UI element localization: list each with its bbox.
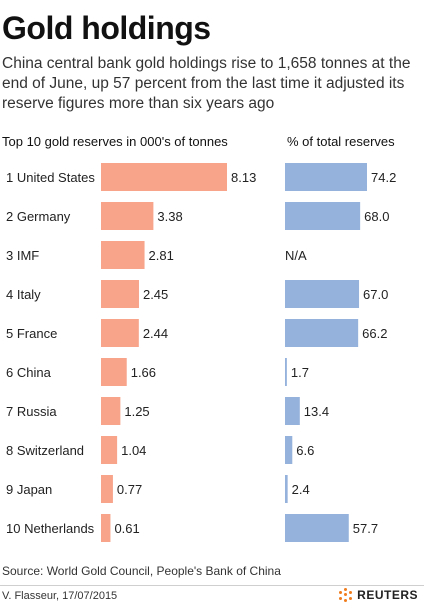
tonnes-bar [101,436,118,464]
tonnes-bar [101,241,145,269]
chart-subtitle: China central bank gold holdings rise to… [2,55,411,112]
category-label: 9 Japan [6,482,52,497]
percent-bar [285,280,360,308]
tonnes-value-label: 8.13 [231,170,256,185]
category-label: 2 Germany [6,209,71,224]
percent-bar [285,436,293,464]
tonnes-bar [101,319,139,347]
category-label: 3 IMF [6,248,39,263]
reuters-dots-icon [339,588,353,602]
percent-bar [285,163,367,191]
tonnes-value-label: 0.61 [114,521,139,536]
tonnes-bar [101,397,121,425]
percent-value-label: 13.4 [304,404,329,419]
percent-value-label: 6.6 [296,443,314,458]
percent-value-label: 66.2 [362,326,387,341]
category-label: 1 United States [6,170,95,185]
percent-column-header: % of total reserves [287,134,395,149]
percent-value-label: N/A [285,248,307,263]
category-label: 5 France [6,326,57,341]
source-note: Source: World Gold Council, People's Ban… [2,564,281,578]
percent-value-label: 68.0 [364,209,389,224]
percent-value-label: 57.7 [353,521,378,536]
tonnes-bar [101,202,154,230]
brand-name: REUTERS [357,588,418,602]
tonnes-column-header: Top 10 gold reserves in 000's of tonnes [2,134,228,149]
percent-value-label: 74.2 [371,170,396,185]
tonnes-bar [101,358,127,386]
percent-bar [285,319,359,347]
tonnes-value-label: 1.25 [124,404,149,419]
percent-bar [285,397,300,425]
tonnes-bar [101,475,113,503]
percent-bar [285,202,361,230]
percent-value-label: 67.0 [363,287,388,302]
reuters-logo: REUTERS [339,588,418,602]
percent-bar [285,358,287,386]
tonnes-bar [101,163,227,191]
tonnes-value-label: 3.38 [157,209,182,224]
category-label: 10 Netherlands [6,521,95,536]
tonnes-value-label: 1.66 [131,365,156,380]
tonnes-value-label: 2.81 [149,248,174,263]
percent-bar [285,514,349,542]
percent-bar [285,475,288,503]
tonnes-value-label: 2.45 [143,287,168,302]
footer-divider [0,585,424,586]
category-label: 4 Italy [6,287,41,302]
category-label: 7 Russia [6,404,57,419]
chart-title: Gold holdings [2,10,211,46]
category-label: 6 China [6,365,52,380]
tonnes-bar [101,514,111,542]
category-label: 8 Switzerland [6,443,84,458]
tonnes-value-label: 2.44 [143,326,168,341]
tonnes-value-label: 0.77 [117,482,142,497]
percent-value-label: 2.4 [292,482,310,497]
author-credit: V. Flasseur, 17/07/2015 [2,590,118,602]
gold-reserves-chart: 1 United States 8.13 74.2 2 Germany 3.38 68.0… [6,163,396,542]
tonnes-bar [101,280,139,308]
percent-value-label: 1.7 [291,365,309,380]
tonnes-value-label: 1.04 [121,443,146,458]
